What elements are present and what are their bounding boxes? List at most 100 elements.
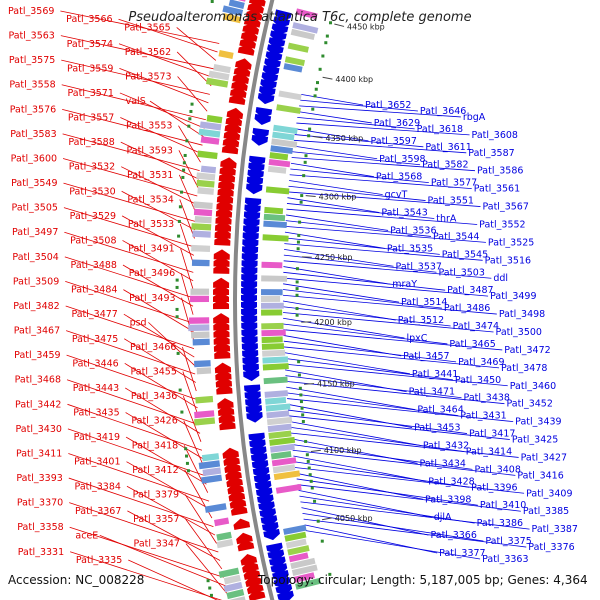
reverse-gene-label: Patl_3486	[444, 303, 490, 314]
forward-gene-arrow	[213, 320, 230, 331]
reverse-gene-arrow	[251, 134, 269, 146]
forward-annotation-block	[222, 5, 244, 17]
ruler-tick	[304, 383, 315, 385]
reverse-leader-line	[283, 266, 391, 285]
marker-dot	[180, 190, 184, 194]
marker-dot	[304, 154, 308, 158]
forward-annotation-block	[191, 331, 210, 339]
forward-gene-label: Patl_3443	[73, 383, 119, 394]
reverse-annotation-block	[267, 423, 292, 433]
forward-gene-label: Patl_3558	[9, 80, 55, 91]
reverse-leader-line	[297, 116, 415, 130]
reverse-gene-label: ddl	[493, 273, 508, 284]
forward-gene-label: Patl_3562	[125, 47, 171, 58]
reverse-gene-label: Patl_3465	[449, 339, 495, 350]
ruler-label: 4100 kbp	[324, 446, 362, 455]
reverse-leader-line	[284, 358, 453, 381]
reverse-annotation-block	[287, 545, 310, 556]
forward-annotation-block	[197, 187, 214, 195]
forward-leader-line	[68, 477, 214, 527]
reverse-gene-label: Patl_3525	[488, 237, 534, 248]
forward-annotation-block	[200, 136, 220, 145]
forward-annotation-block	[216, 538, 234, 549]
forward-gene-label: Patl_3467	[14, 326, 60, 337]
forward-gene-label: Patl_3335	[76, 555, 122, 566]
reverse-leader-line	[286, 203, 435, 219]
forward-leader-line	[62, 133, 200, 172]
reverse-gene-label: mraY	[392, 279, 417, 290]
marker-dot	[313, 499, 317, 503]
forward-leader-line	[177, 76, 208, 112]
forward-leader-line	[60, 10, 220, 44]
forward-gene-label: valS	[126, 96, 146, 107]
forward-gene-arrow	[230, 504, 248, 516]
reverse-gene-label: Patl_3366	[430, 530, 476, 541]
forward-annotation-block	[213, 517, 230, 527]
forward-leader-line	[128, 559, 218, 600]
forward-annotation-block	[194, 410, 215, 419]
forward-annotation-block	[194, 216, 212, 224]
forward-annotation-block	[208, 70, 230, 81]
reverse-annotation-block	[262, 363, 289, 371]
reverse-gene-label: Patl_3457	[403, 351, 449, 362]
reverse-gene-label: Patl_3432	[423, 441, 469, 452]
reverse-leader-line	[298, 111, 372, 124]
reverse-gene-label: Patl_3427	[521, 452, 567, 463]
forward-leader-line	[118, 18, 218, 53]
reverse-gene-label: Patl_3512	[398, 315, 444, 326]
reverse-annotation-block	[264, 390, 289, 398]
reverse-gene-label: Patl_3417	[469, 429, 515, 440]
forward-gene-label: Patl_3393	[16, 473, 62, 484]
forward-annotation-block	[191, 223, 212, 231]
reverse-gene-label: djlA	[434, 512, 452, 523]
forward-gene-arrow	[215, 206, 233, 218]
marker-dot	[178, 205, 182, 209]
forward-annotation-block	[196, 367, 212, 375]
reverse-annotation-block	[284, 531, 307, 542]
forward-leader-line	[183, 420, 205, 468]
reverse-annotation-block	[270, 451, 292, 460]
forward-gene-label: Patl_3331	[18, 547, 64, 558]
marker-dot	[297, 373, 301, 377]
reverse-leader-line	[297, 484, 521, 512]
reverse-annotation-block	[266, 416, 293, 426]
reverse-leader-line	[296, 478, 478, 506]
marker-dot	[183, 153, 187, 157]
forward-annotation-block	[191, 259, 210, 267]
reverse-leader-line	[285, 220, 432, 237]
marker-dot	[295, 267, 299, 271]
forward-gene-label: Patl_3436	[131, 391, 177, 402]
marker-dot	[305, 453, 309, 457]
forward-annotation-block	[226, 589, 245, 600]
marker-dot	[306, 459, 310, 463]
forward-annotation-block	[206, 77, 229, 88]
marker-dot	[181, 175, 185, 179]
reverse-annotation-block	[265, 186, 290, 195]
marker-dot	[307, 134, 311, 138]
forward-gene-label: Patl_3493	[129, 293, 175, 304]
forward-leader-line	[65, 305, 195, 349]
reverse-gene-label: rbgA	[463, 112, 486, 123]
reverse-annotation-block	[285, 538, 307, 549]
reverse-leader-line	[285, 225, 486, 243]
reverse-leader-line	[290, 432, 519, 458]
forward-gene-arrow	[228, 93, 246, 106]
forward-leader-line	[69, 526, 224, 578]
forward-gene-label: Patl_3430	[16, 424, 62, 435]
reverse-annotation-block	[271, 138, 298, 148]
forward-gene-arrow	[214, 235, 231, 246]
marker-dot	[321, 54, 325, 58]
forward-leader-line	[121, 215, 194, 256]
reverse-leader-line	[295, 472, 424, 500]
reverse-gene-label: Patl_3611	[425, 142, 471, 153]
reverse-gene-label: thrA	[436, 214, 457, 225]
reverse-leader-line	[286, 208, 478, 225]
reverse-annotation-block	[262, 356, 289, 364]
forward-annotation-block	[202, 467, 222, 477]
reverse-gene-label: Patl_3376	[528, 542, 574, 553]
forward-leader-line	[66, 354, 198, 400]
marker-dot	[320, 539, 324, 543]
marker-dot	[190, 102, 194, 106]
reverse-gene-label: Patl_3450	[455, 375, 501, 386]
marker-dot	[185, 461, 189, 465]
